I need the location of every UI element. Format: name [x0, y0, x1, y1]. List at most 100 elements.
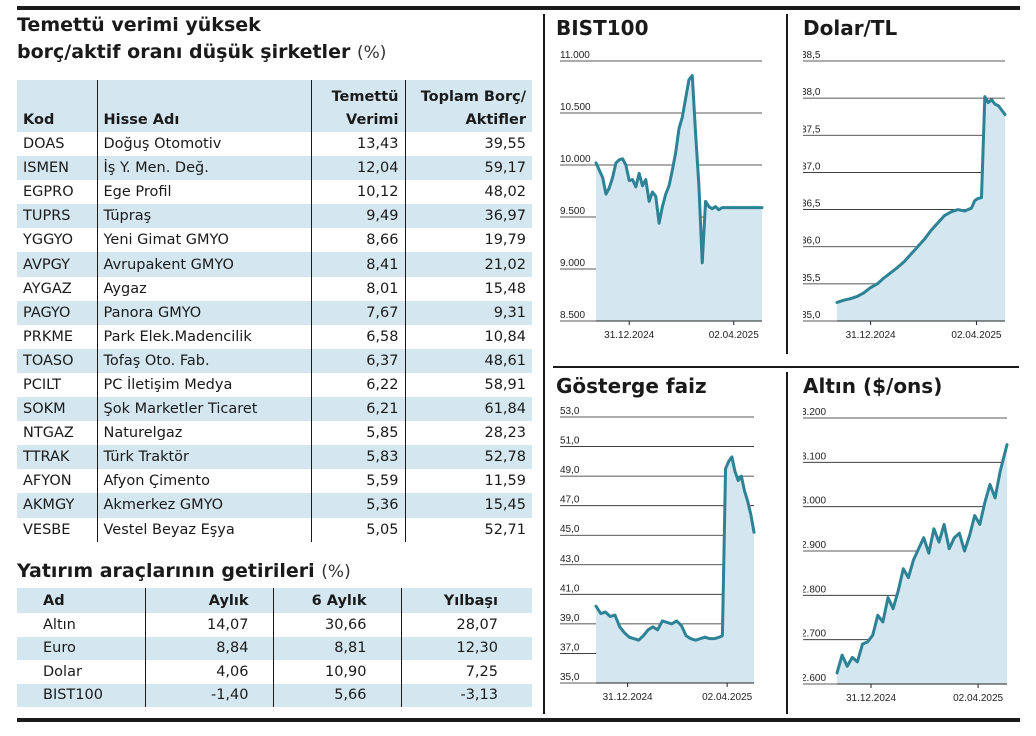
chart-title-dolar-tl: Dolar/TL: [803, 16, 898, 40]
cell-yield: 5,59: [310, 469, 405, 494]
x-tick-label: 31.12.2024: [846, 330, 896, 341]
x-tick-label: 31.12.2024: [604, 330, 654, 341]
table-row: AKMGY Akmerkez GMYO 5,36 15,45: [17, 493, 532, 518]
cell-yield: 10,12: [310, 180, 405, 205]
series-line: [594, 74, 764, 265]
table-row: AVPGY Avrupakent GMYO 8,41 21,02: [17, 252, 532, 277]
y-tick-label: 8.500: [560, 310, 585, 321]
cell-code: TTRAK: [17, 445, 97, 470]
returns-table-body: Altın 14,07 30,66 28,07 Euro 8,84 8,81 12,30 Dol…: [17, 613, 532, 707]
cell-code: YGGYO: [17, 228, 97, 253]
series-area: [596, 75, 762, 321]
y-tick-label: 36,0: [803, 236, 821, 247]
cell-debt: 36,97: [404, 204, 532, 229]
cell-name: Aygaz: [96, 276, 311, 301]
dividend-title: Temettü verimi yüksek borç/aktif oranı d…: [17, 12, 386, 67]
table-row: VESBE Vestel Beyaz Eşya 5,05 52,71: [17, 517, 532, 542]
cell-yield: 12,04: [310, 156, 405, 181]
header-yield-line1: Temettü: [331, 89, 399, 105]
series-line: [594, 455, 756, 642]
cell-debt: 19,79: [404, 228, 532, 253]
cell-debt: 59,17: [404, 156, 532, 181]
top-rule: [17, 6, 1020, 10]
cell-code: NTGAZ: [17, 421, 97, 446]
dividend-title-unit: (%): [356, 43, 387, 63]
header-asset: Ad: [17, 588, 145, 613]
y-tick-label: 37,0: [803, 161, 821, 172]
cell-asset: BIST100: [17, 683, 145, 707]
table-row: PAGYO Panora GMYO 7,67 9,31: [17, 300, 532, 325]
cell-name: Afyon Çimento: [96, 469, 311, 494]
cell-debt: 39,55: [404, 132, 532, 157]
y-tick-label: 9.000: [560, 258, 585, 269]
cell-ytd: -3,13: [400, 683, 532, 707]
cell-yield: 6,22: [310, 372, 405, 398]
y-tick-label: 3.200: [803, 407, 826, 418]
cell-debt: 10,84: [404, 324, 532, 349]
panel-gosterge-faiz: Gösterge faiz 53,0 51,0 49,0 47,0 45,0 43,0 41…: [556, 374, 778, 716]
cell-name: Tofaş Oto. Fab.: [96, 348, 311, 373]
x-tick-label: 02.04.2025: [709, 330, 759, 341]
y-tick-label: 2.900: [803, 540, 826, 551]
returns-table-header: Ad Aylık 6 Aylık Yılbaşı: [17, 588, 532, 613]
y-tick-label: 36,5: [803, 199, 821, 210]
returns-title: Yatırım araçlarının getirileri (%): [17, 558, 351, 586]
cell-debt: 15,48: [404, 276, 532, 301]
cell-code: AVPGY: [17, 252, 97, 277]
y-tick-label: 3.100: [803, 451, 826, 462]
returns-title-unit: (%): [321, 562, 351, 582]
header-debt-line2: Aktifler: [465, 112, 527, 128]
cell-code: PCILT: [17, 372, 97, 398]
cell-debt: 9,31: [404, 300, 532, 325]
dividend-table: Kod Hisse Adı Temettü Verimi Toplam Borç/…: [17, 80, 532, 542]
cell-yield: 8,66: [310, 228, 405, 253]
y-tick-label: 10.500: [560, 102, 591, 113]
cell-debt: 48,02: [404, 180, 532, 205]
table-row: Euro 8,84 8,81 12,30: [17, 636, 532, 660]
table-row: TUPRS Tüpraş 9,49 36,97: [17, 204, 532, 229]
table-row: DOAS Doğuş Otomotiv 13,43 39,55: [17, 132, 532, 157]
chart-title-gosterge-faiz: Gösterge faiz: [556, 374, 707, 398]
cell-debt: 52,71: [404, 517, 532, 542]
cell-name: Naturelgaz: [96, 421, 311, 446]
y-tick-label: 10.000: [560, 154, 591, 165]
cell-code: TUPRS: [17, 204, 97, 229]
header-debt: Toplam Borç/Aktifler: [404, 80, 532, 132]
cell-yield: 6,21: [310, 397, 405, 422]
cell-debt: 28,23: [404, 421, 532, 446]
cell-code: SOKM: [17, 397, 97, 422]
cell-name: Türk Traktör: [96, 445, 311, 470]
x-tick-label: 31.12.2024: [603, 692, 653, 703]
panel-altin: Altın ($/ons) 3.200 3.100 3.000 2.900 2.800 2…: [803, 374, 1021, 716]
series-area: [837, 96, 1005, 322]
returns-table: Ad Aylık 6 Aylık Yılbaşı Altın 14,07 30,66…: [17, 588, 532, 707]
cell-ytd: 7,25: [400, 660, 532, 684]
y-tick-label: 37,5: [803, 124, 821, 135]
cell-yield: 7,67: [310, 300, 405, 325]
cell-yield: 5,85: [310, 421, 405, 446]
returns-title-text: Yatırım araçlarının getirileri: [17, 560, 315, 582]
cell-yield: 13,43: [310, 132, 405, 157]
y-tick-label: 35,5: [803, 273, 821, 284]
table-row: YGGYO Yeni Gimat GMYO 8,66 19,79: [17, 228, 532, 253]
cell-debt: 15,45: [404, 493, 532, 518]
cell-six-month: 5,66: [272, 683, 401, 707]
cell-name: PC İletişim Medya: [96, 372, 311, 398]
cell-code: PAGYO: [17, 300, 97, 325]
y-tick-label: 49,0: [560, 465, 580, 476]
y-tick-label: 53,0: [560, 406, 580, 417]
chart-title-altin: Altın ($/ons): [803, 374, 943, 398]
cell-ytd: 12,30: [400, 636, 532, 660]
chart-gosterge-faiz: 53,0 51,0 49,0 47,0 45,0 43,0 41,0 39,0 37,0 35,0…: [560, 406, 756, 703]
y-tick-label: 41,0: [560, 583, 580, 594]
y-tick-label: 37,0: [560, 642, 580, 653]
y-tick-label: 51,0: [560, 436, 580, 447]
cell-name: Ege Profil: [96, 180, 311, 205]
table-row: Dolar 4,06 10,90 7,25: [17, 660, 532, 684]
cell-yield: 9,49: [310, 204, 405, 229]
cell-yield: 5,83: [310, 445, 405, 470]
header-yield: Temettü Verimi: [310, 80, 405, 132]
y-tick-label: 45,0: [560, 524, 580, 535]
cell-debt: 52,78: [404, 445, 532, 470]
cell-code: EGPRO: [17, 180, 97, 205]
